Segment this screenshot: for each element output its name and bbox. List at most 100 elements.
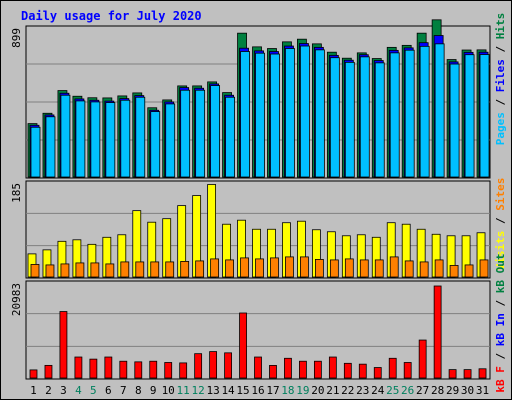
bar-pages-day-16 [255, 52, 265, 178]
x-tick-label-day-17: 17 [266, 384, 279, 397]
bar-pages-day-27 [419, 45, 430, 178]
x-tick-label-day-20: 20 [311, 384, 324, 397]
bar-pages-day-1 [30, 126, 41, 178]
bar-kbytes-day-7 [119, 360, 128, 379]
x-tick-label-day-12: 12 [192, 384, 205, 397]
x-tick-label-day-21: 21 [326, 384, 339, 397]
bar-sites-day-8 [135, 261, 145, 278]
chart-title: Daily usage for July 2020 [21, 9, 202, 23]
bar-kbytes-day-25 [388, 357, 397, 379]
x-tick-label-day-18: 18 [281, 384, 294, 397]
x-tick-label-day-1: 1 [30, 384, 37, 397]
bar-pages-day-12 [195, 89, 206, 178]
bar-sites-day-28 [434, 259, 444, 278]
bar-sites-day-19 [300, 256, 309, 278]
legend-visits-sites: Visits / Sites [494, 178, 507, 271]
y-tick-label: 899 [10, 28, 23, 48]
bar-kbytes-day-14 [224, 352, 232, 379]
bar-pages-day-19 [300, 45, 310, 178]
bar-pages-day-30 [464, 54, 475, 178]
bar-sites-day-11 [180, 261, 190, 278]
x-tick-label-day-27: 27 [416, 384, 429, 397]
bar-kbytes-day-19 [299, 360, 307, 379]
bar-kbytes-day-27 [418, 339, 427, 379]
bar-sites-day-24 [374, 259, 384, 278]
bar-sites-day-31 [479, 259, 489, 278]
bar-pages-day-17 [270, 53, 280, 178]
bar-sites-day-25 [389, 256, 399, 278]
bar-pages-day-23 [359, 56, 370, 178]
bar-pages-day-25 [389, 52, 400, 178]
bar-kbytes-day-12 [194, 353, 203, 379]
bar-pages-day-22 [344, 61, 355, 178]
bar-kbytes-day-8 [134, 361, 143, 379]
bar-sites-day-3 [60, 263, 70, 278]
bar-kbytes-day-4 [74, 356, 83, 379]
bar-kbytes-day-21 [328, 356, 337, 379]
bar-kbytes-day-17 [269, 365, 277, 379]
bar-pages-day-7 [120, 99, 131, 178]
x-tick-label-day-23: 23 [356, 384, 369, 397]
bar-kbytes-day-18 [284, 357, 292, 379]
x-tick-label-day-13: 13 [206, 384, 219, 397]
x-tick-label-day-5: 5 [90, 384, 97, 397]
bar-sites-day-6 [105, 263, 115, 278]
bar-pages-day-28 [434, 43, 445, 178]
x-tick-label-day-29: 29 [446, 384, 459, 397]
legend-pages-files-hits-part: Hits [494, 13, 507, 40]
bar-kbytes-day-5 [89, 358, 98, 379]
x-tick-label-day-24: 24 [371, 384, 385, 397]
bar-pages-day-5 [90, 101, 101, 178]
bar-sites-day-17 [270, 257, 279, 278]
legend-visits-sites-part: Visits [494, 224, 507, 270]
bar-kbytes-day-13 [209, 351, 218, 379]
bar-pages-day-26 [404, 49, 415, 178]
x-tick-label-day-10: 10 [162, 384, 175, 397]
legend-visits-sites-part: Sites [494, 178, 507, 211]
legend-kbytes: kB F / kB In / kB Out [494, 253, 507, 392]
legend-pages-files-hits-part: Files [494, 53, 507, 93]
bar-sites-day-30 [464, 264, 474, 278]
bar-pages-day-9 [150, 111, 161, 178]
bar-pages-day-29 [449, 63, 460, 178]
bar-sites-day-13 [210, 258, 220, 278]
x-tick-label-day-7: 7 [120, 384, 127, 397]
bar-pages-day-4 [75, 100, 86, 178]
x-tick-label-day-6: 6 [105, 384, 112, 397]
bar-sites-day-4 [75, 262, 85, 278]
legend-pages-files-hits-part: / [494, 92, 507, 105]
bar-sites-day-29 [449, 265, 459, 278]
bar-sites-day-26 [404, 260, 414, 278]
x-tick-label-day-3: 3 [60, 384, 67, 397]
bar-pages-day-11 [180, 89, 191, 178]
bar-kbytes-day-24 [373, 367, 382, 379]
bar-sites-day-12 [195, 260, 205, 278]
legend-pages-files-hits: Pages / Files / Hits [494, 13, 507, 146]
bar-pages-day-3 [60, 94, 71, 178]
bar-pages-day-6 [105, 102, 116, 178]
x-tick-label-day-31: 31 [476, 384, 489, 397]
bar-pages-day-13 [210, 85, 221, 178]
bar-sites-day-18 [285, 256, 294, 278]
bar-sites-day-15 [240, 257, 249, 278]
bar-pages-day-18 [285, 48, 295, 178]
x-tick-label-day-25: 25 [386, 384, 399, 397]
bar-sites-day-10 [165, 261, 175, 278]
x-tick-label-day-9: 9 [150, 384, 157, 397]
x-tick-label-day-14: 14 [221, 384, 235, 397]
bar-kbytes-day-29 [448, 369, 457, 379]
bar-kbytes-day-30 [463, 369, 472, 379]
bar-kbytes-day-2 [44, 364, 53, 379]
bar-kbytes-day-11 [179, 362, 188, 379]
bar-sites-day-1 [30, 264, 40, 278]
x-tick-label-day-22: 22 [341, 384, 354, 397]
bar-pages-day-10 [165, 103, 176, 178]
bar-sites-day-27 [419, 261, 429, 278]
legend-kbytes-part: kB In [494, 306, 507, 346]
bar-sites-day-22 [344, 258, 354, 278]
bar-kbytes-day-6 [104, 356, 113, 379]
legend-kbytes-part: kB F [494, 359, 507, 392]
bar-sites-day-14 [225, 259, 234, 278]
